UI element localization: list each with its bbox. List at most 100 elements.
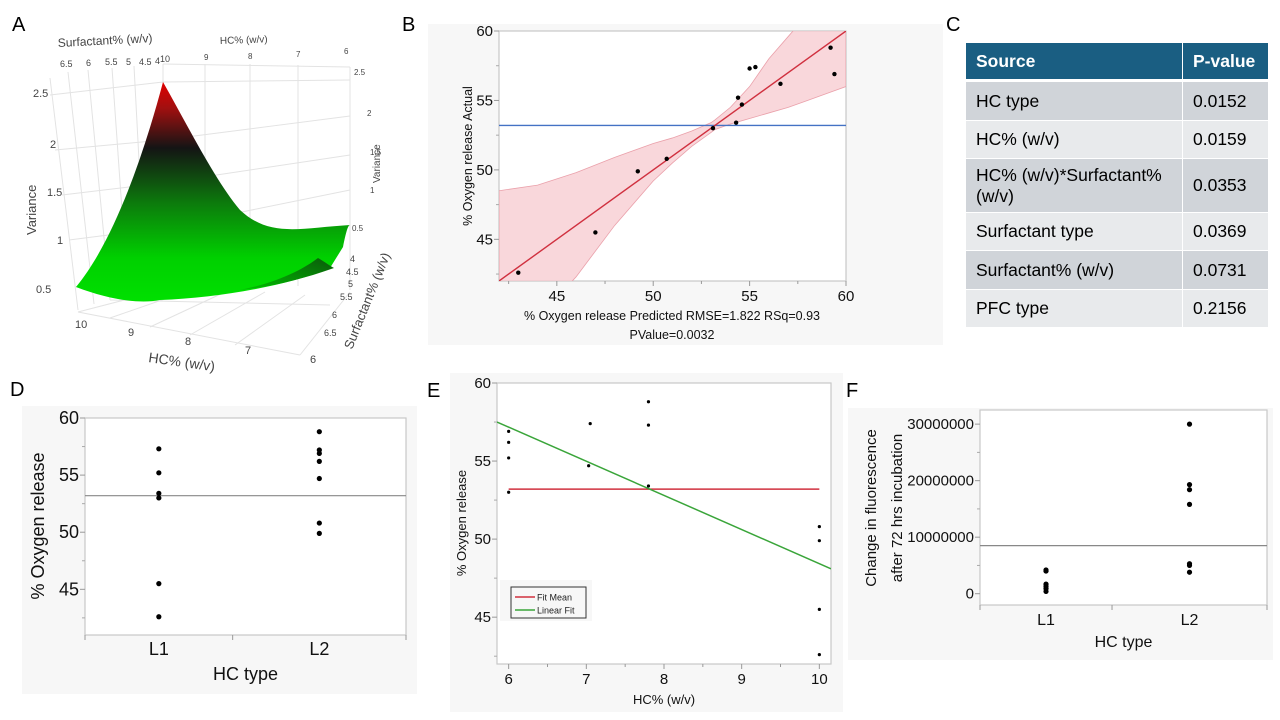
x-axis-label: % Oxygen release Predicted RMSE=1.822 RS…: [524, 309, 820, 323]
z-tick-label: 2: [50, 139, 56, 151]
x-axis-label: HC% (w/v): [633, 692, 695, 707]
data-point: [1186, 421, 1193, 427]
x-category-label: L2: [1181, 612, 1199, 629]
data-point: [710, 126, 716, 131]
z-tick-label: 1: [370, 186, 375, 195]
surfactant-top-tick-label: 5: [126, 57, 131, 67]
hc-tick-label: 6: [310, 354, 316, 366]
y-tick-label: 55: [476, 92, 493, 109]
data-point: [1043, 568, 1049, 574]
data-point: [507, 490, 511, 494]
table-row: HC type 0.0152: [965, 80, 1269, 121]
data-point: [664, 156, 669, 161]
variance-axis-label: Variance: [24, 185, 39, 235]
surfactant-top-tick-label: 4: [155, 56, 160, 66]
y-tick-label: 60: [59, 408, 79, 428]
plot-area: [84, 417, 407, 636]
data-point: [817, 539, 821, 543]
y-tick-label: 45: [474, 609, 491, 626]
data-point: [316, 429, 322, 435]
data-point: [316, 530, 322, 536]
data-point: [507, 456, 511, 460]
z-tick-label: 1.5: [47, 187, 62, 199]
hc-tick-label: 9: [128, 327, 134, 339]
gridline: [162, 63, 351, 68]
surfactant-top-tick-label: 6: [86, 58, 91, 68]
data-point: [156, 614, 162, 620]
y-tick-label: 30000000: [907, 416, 974, 433]
z-tick-label: 2.5: [354, 68, 366, 77]
data-point: [507, 429, 511, 433]
gridline: [54, 139, 164, 151]
hc-top-tick-label: 9: [204, 53, 209, 62]
surfactant-top-tick-label: 4.5: [139, 57, 152, 67]
source-cell: PFC type: [965, 289, 1183, 328]
y-axis-label-line1: Change in fluorescence: [863, 429, 880, 587]
chart-a-variance-surface: 0.511.522.50.511.522.56.5 6 5.5 5 4.5 4 10 9 8 7 6…: [24, 31, 393, 374]
gridline: [299, 291, 351, 356]
source-cell: HC type: [965, 80, 1183, 121]
table-row: Surfactant type 0.0369: [965, 212, 1269, 251]
data-point: [587, 464, 591, 468]
table-header-row: Source P-value: [965, 42, 1269, 82]
hc-top-tick-label: 7: [296, 50, 301, 59]
data-point: [739, 102, 745, 107]
chart-b-plot-content: [499, 31, 846, 281]
surfactant-tick-label: 5.5: [340, 292, 353, 302]
data-point: [747, 66, 752, 71]
y-tick-label: 50: [474, 531, 491, 548]
surfactant-top-tick-label: 6.5: [60, 59, 73, 69]
data-point: [832, 71, 837, 77]
data-point: [316, 458, 322, 464]
x-category-label: L2: [309, 639, 329, 659]
data-point: [817, 653, 821, 657]
column-header-source: Source: [965, 42, 1183, 82]
data-point: [156, 490, 162, 496]
y-tick-label: 55: [474, 453, 491, 470]
x-tick-label: 7: [582, 671, 590, 688]
pvalue-cell: 0.0152: [1182, 80, 1269, 121]
variance-axis-label-right: Variance: [372, 144, 383, 183]
y-tick-label: 20000000: [907, 473, 974, 490]
panel-label-d: D: [10, 379, 25, 401]
variance-surface-fold: [240, 258, 334, 290]
gridline: [189, 291, 266, 336]
data-point: [156, 495, 162, 501]
panel-label-c: C: [946, 14, 961, 36]
y-tick-label: 50: [476, 162, 493, 179]
x-axis-label-pvalue: PValue=0.0032: [630, 328, 715, 342]
data-point: [156, 581, 162, 587]
hc-tick-label: 7: [245, 345, 251, 357]
data-point: [507, 440, 511, 444]
z-tick-label: 1.5: [370, 148, 382, 157]
data-point: [593, 230, 598, 235]
gridline: [49, 77, 79, 311]
data-point: [588, 421, 592, 426]
y-axis-label: % Oxygen release Actual: [461, 86, 475, 226]
x-category-label: L1: [1037, 612, 1055, 629]
data-point: [753, 64, 758, 70]
plot-area: [979, 409, 1268, 606]
y-axis-label-line2: after 72 hrs incubation: [889, 434, 906, 582]
z-tick-label: 1: [57, 235, 63, 247]
data-point: [635, 169, 640, 174]
gridline: [149, 291, 226, 328]
pvalue-cell: 0.2156: [1182, 289, 1269, 328]
data-point: [1186, 569, 1193, 575]
z-tick-label: 2.5: [33, 88, 48, 100]
surfactant-top-tick-label: 10: [160, 54, 170, 64]
x-category-label: L1: [149, 639, 169, 659]
data-point: [733, 120, 739, 125]
hc-top-tick-label: 8: [248, 52, 253, 61]
surfactant-tick-label: 6.5: [324, 328, 337, 338]
hc-top-tick-label: 6: [344, 47, 349, 56]
y-tick-label: 60: [476, 23, 493, 40]
y-tick-label: 45: [59, 579, 79, 599]
hc-axis-label-top: HC% (w/v): [220, 34, 268, 47]
y-tick-label: 45: [476, 231, 493, 248]
data-point: [156, 446, 162, 452]
panel-label-a: A: [12, 14, 26, 36]
data-point: [646, 484, 651, 488]
fit-line: [499, 31, 846, 281]
